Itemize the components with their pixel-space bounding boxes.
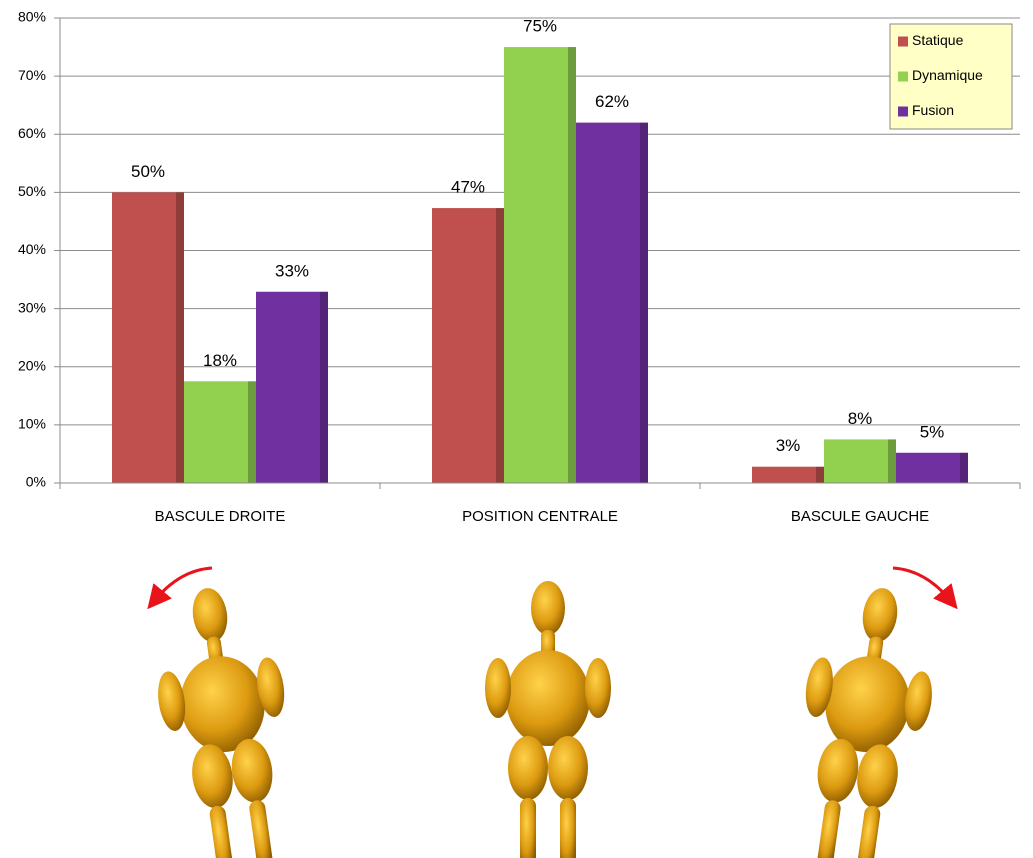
y-tick-label: 70%	[18, 67, 46, 83]
bar-shade	[320, 291, 328, 483]
arrow-left	[147, 566, 213, 610]
bar	[256, 291, 328, 483]
bar	[504, 47, 576, 483]
x-tick-label: POSITION CENTRALE	[462, 508, 618, 525]
arrow-right	[892, 566, 958, 610]
bar-shade	[640, 122, 648, 483]
bar	[752, 466, 824, 483]
y-tick-label: 40%	[18, 241, 46, 257]
legend-box	[889, 23, 1013, 130]
value-label: 75%	[523, 17, 557, 36]
value-label: 47%	[451, 178, 485, 197]
illustrations	[143, 566, 958, 858]
value-label: 62%	[595, 92, 629, 111]
x-tick-label: BASCULE DROITE	[155, 508, 286, 525]
bar	[112, 192, 184, 483]
value-label: 50%	[131, 162, 165, 181]
legend-swatch	[898, 36, 908, 47]
bar-shade	[816, 466, 824, 483]
value-label: 8%	[848, 409, 873, 428]
bar	[576, 122, 648, 483]
legend-swatch	[898, 106, 908, 117]
x-tick-label: BASCULE GAUCHE	[791, 508, 929, 525]
dummy-left	[143, 579, 309, 858]
y-tick-label: 50%	[18, 183, 46, 199]
legend-swatch	[898, 71, 908, 82]
value-label: 18%	[203, 351, 237, 370]
legend-label: Dynamique	[912, 67, 983, 83]
value-label: 33%	[275, 261, 309, 280]
bar	[432, 208, 504, 483]
bar-shade	[248, 381, 256, 483]
legend-label: Fusion	[912, 102, 954, 118]
dummy-right	[781, 579, 947, 858]
dummy-center	[485, 581, 611, 858]
y-tick-label: 10%	[18, 416, 46, 432]
value-label: 3%	[776, 436, 801, 455]
y-tick-label: 80%	[18, 9, 46, 25]
y-tick-label: 30%	[18, 299, 46, 315]
legend-label: Statique	[912, 32, 964, 48]
bar-shade	[496, 208, 504, 483]
bar	[824, 439, 896, 483]
bar	[184, 381, 256, 483]
bar	[896, 452, 968, 483]
bar-shade	[888, 439, 896, 483]
bar-shade	[568, 47, 576, 483]
y-tick-label: 60%	[18, 125, 46, 141]
value-label: 5%	[920, 422, 945, 441]
bar-shade	[960, 452, 968, 483]
y-tick-label: 0%	[26, 474, 46, 490]
y-tick-label: 20%	[18, 357, 46, 373]
bar-shade	[176, 192, 184, 483]
